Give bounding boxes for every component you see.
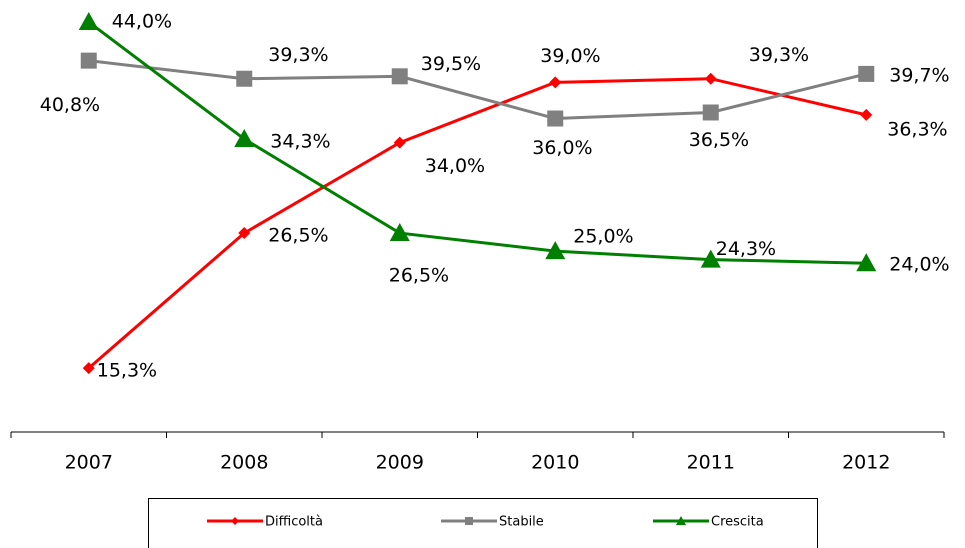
point-marker	[856, 253, 877, 272]
point-marker	[858, 65, 875, 82]
series-line	[87, 77, 867, 370]
point-marker	[393, 136, 406, 149]
data-label: 39,7%	[889, 64, 949, 86]
data-label: 44,0%	[112, 11, 172, 33]
data-label: 34,3%	[270, 131, 330, 153]
x-tick-label: 2008	[220, 452, 268, 474]
point-marker	[391, 68, 408, 85]
point-marker	[78, 12, 99, 31]
legend-marker	[465, 517, 473, 525]
data-label: 39,0%	[540, 45, 600, 67]
point-marker	[234, 129, 255, 148]
point-marker	[80, 52, 97, 69]
legend-marker	[231, 517, 239, 525]
data-label: 39,3%	[268, 44, 328, 66]
series-line	[88, 59, 867, 121]
data-label: 24,0%	[889, 254, 949, 276]
data-label: 26,5%	[268, 225, 328, 247]
data-label: 15,3%	[97, 360, 157, 382]
legend-label: Difficoltà	[265, 515, 323, 530]
point-marker	[545, 241, 566, 260]
x-tick-label: 2007	[65, 452, 113, 474]
point-marker	[389, 223, 410, 242]
data-label: 36,0%	[532, 137, 592, 159]
series-line	[87, 20, 867, 265]
point-marker	[549, 76, 562, 89]
point-marker	[547, 110, 564, 127]
legend-marker	[676, 516, 686, 525]
x-tick-label: 2012	[842, 452, 890, 474]
legend	[148, 498, 818, 548]
legend-label: Stabile	[499, 515, 544, 530]
data-label: 36,5%	[689, 129, 749, 151]
data-label: 39,5%	[421, 53, 481, 75]
legend-label: Crescita	[711, 515, 764, 530]
x-tick-label: 2010	[531, 452, 579, 474]
data-label: 24,3%	[716, 238, 776, 260]
point-marker	[860, 108, 873, 121]
point-marker	[236, 70, 253, 87]
data-label: 36,3%	[887, 118, 947, 140]
data-label: 26,5%	[389, 265, 449, 287]
point-marker	[238, 227, 251, 240]
data-label: 34,0%	[425, 155, 485, 177]
point-marker	[702, 104, 719, 121]
data-label: 39,3%	[749, 44, 809, 66]
data-label: 25,0%	[573, 226, 633, 248]
x-tick-label: 2011	[687, 452, 735, 474]
point-marker	[700, 249, 721, 268]
point-marker	[82, 362, 95, 375]
point-marker	[704, 72, 717, 85]
data-label: 40,8%	[40, 94, 100, 116]
x-tick-label: 2009	[376, 452, 424, 474]
